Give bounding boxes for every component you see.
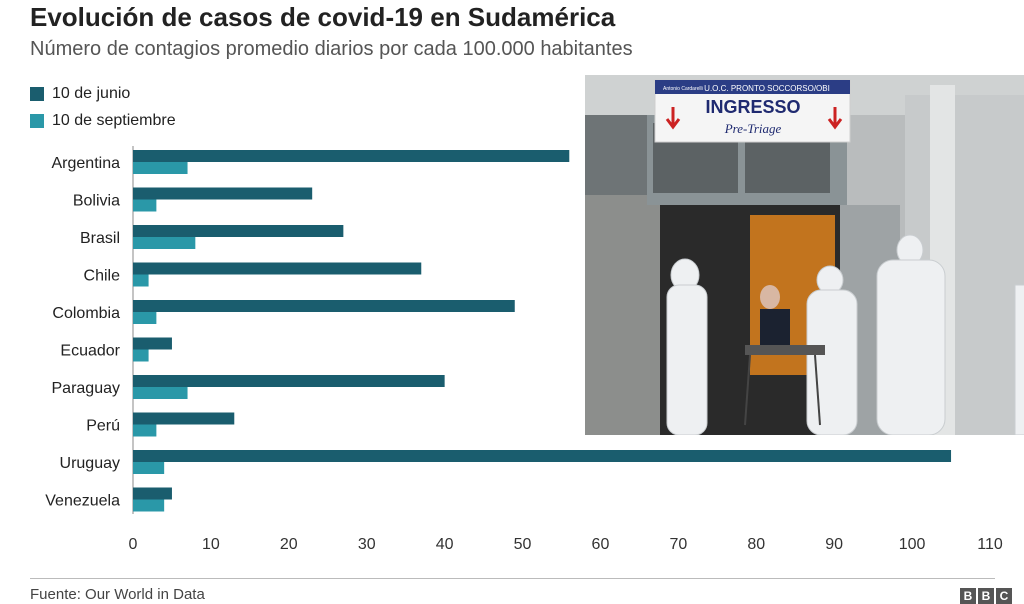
category-label: Argentina [52, 155, 121, 172]
category-label: Chile [84, 268, 121, 285]
x-tick-label: 90 [825, 536, 843, 553]
bar-june [133, 412, 235, 425]
chart-title: Evolución de casos de covid-19 en Sudamé… [30, 2, 616, 32]
bar-june [133, 487, 172, 500]
category-label: Venezuela [45, 493, 120, 510]
category-label: Uruguay [60, 455, 120, 472]
footer-divider [30, 578, 995, 579]
x-tick-label: 100 [899, 536, 926, 553]
category-label: Ecuador [60, 343, 120, 360]
category-label: Brasil [80, 230, 120, 247]
bbc-logo-block: C [996, 588, 1012, 604]
bar-june [133, 225, 344, 237]
bar-september [133, 274, 149, 287]
category-label: Perú [86, 418, 120, 435]
bar-september [133, 387, 188, 399]
bbc-logo-block: B [978, 588, 994, 604]
bar-june [133, 150, 570, 162]
bar-september [133, 199, 157, 212]
bar-september [133, 424, 157, 437]
hospital-photo: Antonio Cardarelli U.O.C. PRONTO SOCCORS… [585, 75, 1024, 435]
bar-september [133, 462, 165, 474]
x-tick-label: 40 [436, 536, 454, 553]
legend-item-september: 10 de septiembre [30, 112, 176, 130]
x-tick-label: 30 [358, 536, 376, 553]
bar-june [133, 375, 445, 387]
source-note: Fuente: Our World in Data [30, 586, 205, 603]
bar-june [133, 300, 515, 312]
bar-june [133, 337, 172, 350]
x-tick-label: 0 [129, 536, 138, 553]
bar-september [133, 499, 165, 512]
sign-header-text: U.O.C. PRONTO SOCCORSO/OBI [704, 84, 830, 93]
sign-subtitle-text: Pre-Triage [724, 121, 782, 136]
x-tick-label: 70 [669, 536, 687, 553]
bar-june [133, 262, 422, 275]
x-tick-label: 10 [202, 536, 220, 553]
chart-subtitle: Número de contagios promedio diarios por… [30, 38, 633, 60]
legend-swatch-june [30, 87, 44, 101]
bar-september [133, 237, 196, 249]
x-tick-label: 50 [514, 536, 532, 553]
x-tick-label: 60 [592, 536, 610, 553]
bbc-logo-block: B [960, 588, 976, 604]
legend-item-june: 10 de junio [30, 85, 130, 103]
bar-september [133, 349, 149, 362]
bar-september [133, 312, 157, 324]
category-label: Paraguay [52, 380, 121, 397]
legend-label-september: 10 de septiembre [52, 112, 176, 129]
category-label: Colombia [52, 305, 120, 322]
x-tick-label: 20 [280, 536, 298, 553]
sign-logo-text: Antonio Cardarelli [663, 86, 703, 92]
bar-june [133, 187, 313, 200]
x-tick-label: 80 [747, 536, 765, 553]
category-label: Bolivia [73, 193, 120, 210]
x-tick-label: 110 [977, 536, 1003, 553]
legend-swatch-september [30, 114, 44, 128]
bar-september [133, 162, 188, 174]
sign-title-text: INGRESSO [705, 97, 800, 117]
legend-label-june: 10 de junio [52, 85, 131, 102]
bar-june [133, 450, 952, 462]
bbc-logo: B B C [960, 588, 1012, 604]
